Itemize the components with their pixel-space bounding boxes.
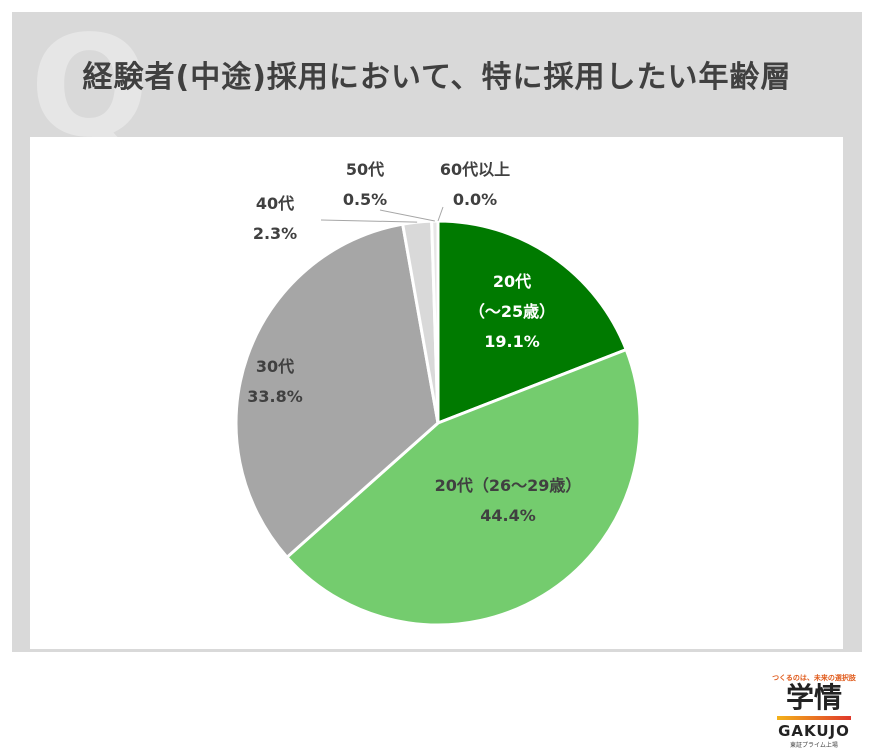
leader-line-age50s [379,209,435,222]
chart-frame: Q 経験者(中途)採用において、特に採用したい年齢層 20代 （～25歳） 19.1… [12,6,862,749]
slice-label-under25-name: 20代 [493,272,531,291]
slice-label-age30s-name: 30代 [256,357,294,376]
logo-sub: 東証プライム上場 [790,741,838,749]
slice-label-age40s-value: 2.3% [253,224,297,243]
pie-slice-age30s [234,222,440,560]
slice-label-age26_29-value: 44.4% [480,506,536,525]
pie-slices [234,219,642,627]
logo-kanji: 学情 [785,681,842,714]
logo-en: GAKUJO [778,721,850,740]
logo-bar [777,715,851,720]
q-watermark: Q [30,6,150,169]
slice-label-age60plus-name: 60代以上 [440,160,510,179]
slice-label-age40s-name: 40代 [256,194,294,213]
chart-panel: 20代 （～25歳） 19.1% 20代（26～29歳） 44.4% 30代 33.8% 40… [30,137,856,749]
slice-label-under25-value: 19.1% [484,332,540,351]
slice-label-age50s-value: 0.5% [343,190,387,209]
logo-tagline: つくるのは、未来の選択肢 [772,674,856,682]
slice-labels: 20代 （～25歳） 19.1% 20代（26～29歳） 44.4% 30代 33.8% 40… [247,160,581,525]
leader-line-age40s [320,219,418,223]
slice-label-age60plus-value: 0.0% [453,190,497,209]
chart-title: 経験者(中途)採用において、特に採用したい年齢層 [82,60,792,95]
slice-label-age30s-value: 33.8% [247,387,303,406]
pie-slice-under25 [436,219,629,426]
pie-chart: 20代 （～25歳） 19.1% 20代（26～29歳） 44.4% 30代 33.8% 40… [234,160,642,627]
slice-label-under25-name: （～25歳） [469,302,555,321]
leader-line-age60plus [437,206,444,222]
slice-label-age50s-name: 50代 [346,160,384,179]
pie-slice-age26_29 [284,347,642,627]
leader-lines [320,206,444,223]
slice-label-age26_29-name: 20代（26～29歳） [435,476,582,495]
gakujo-logo: つくるのは、未来の選択肢 学情 GAKUJO 東証プライム上場 [771,673,857,749]
